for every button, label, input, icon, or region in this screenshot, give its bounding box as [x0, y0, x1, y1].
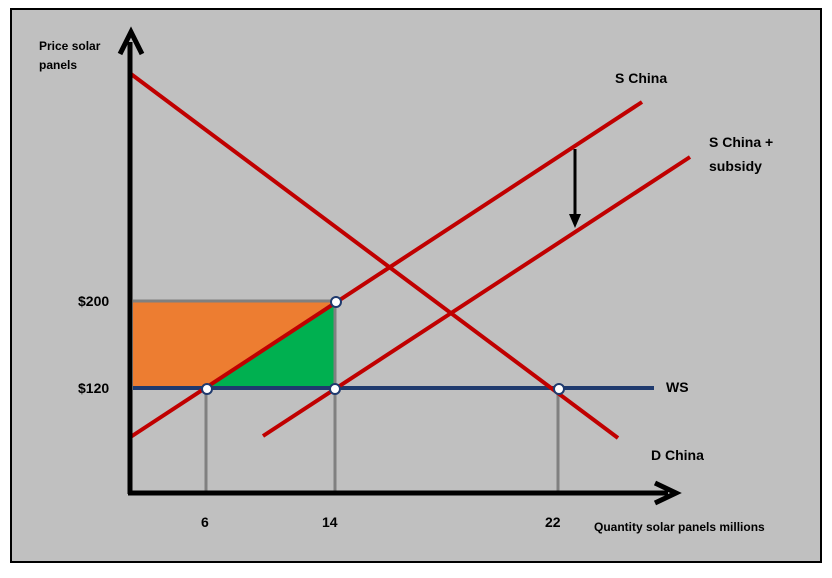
point-14-200 [330, 296, 342, 308]
x-tick-22: 22 [545, 514, 561, 530]
s-china-label: S China [615, 70, 667, 86]
y-axis-label-line2: panels [39, 58, 77, 72]
orange-area [133, 301, 335, 388]
y-axis-label-line1: Price solar [39, 39, 101, 53]
ws-label: WS [666, 379, 689, 395]
s-china-curve [127, 100, 644, 440]
y-tick-120: $120 [78, 380, 109, 396]
x-tick-14: 14 [322, 514, 338, 530]
d-china-curve [129, 72, 620, 440]
x-axis-label: Quantity solar panels millions [594, 520, 765, 534]
point-6-120 [201, 383, 213, 395]
x-axis-arrowhead [653, 480, 682, 506]
y-tick-200: $200 [78, 293, 109, 309]
x-tick-6: 6 [201, 514, 209, 530]
point-22-120 [553, 383, 565, 395]
point-14-120 [329, 383, 341, 395]
s-china-subsidy-label-line2: subsidy [709, 158, 762, 174]
s-china-subsidy-label-line1: S China + [709, 134, 773, 150]
y-axis-arrowhead [117, 26, 145, 56]
shift-arrow-head [569, 214, 581, 228]
d-china-label: D China [651, 447, 704, 463]
